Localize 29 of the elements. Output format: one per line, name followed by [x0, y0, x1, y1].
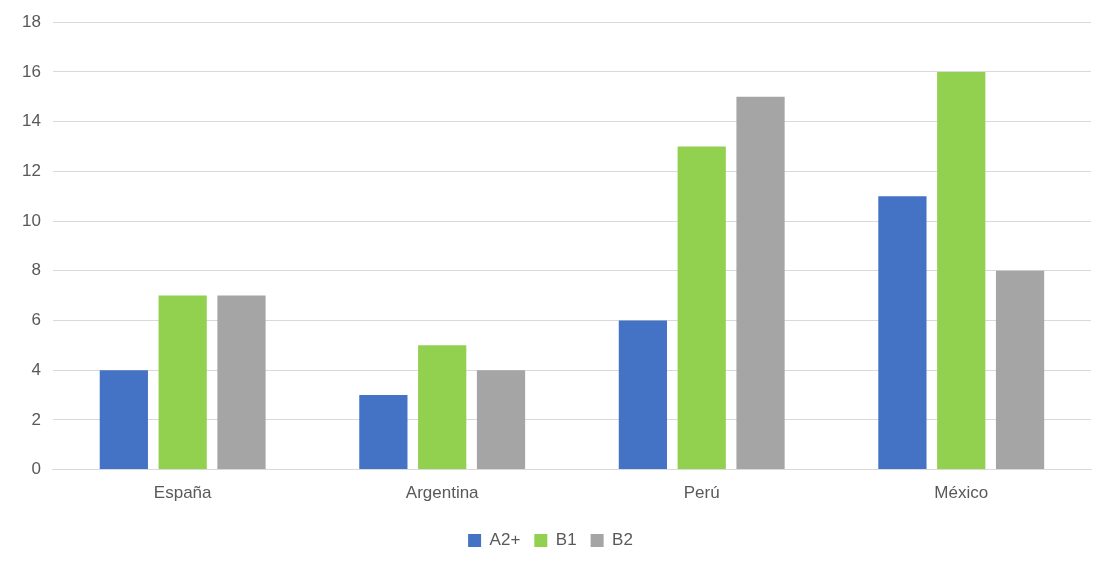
- y-tick-label: 14: [21, 111, 41, 131]
- x-tick-label: Perú: [683, 483, 720, 503]
- bar: [359, 395, 408, 470]
- bar: [677, 146, 726, 470]
- legend-label: B1: [555, 530, 577, 550]
- y-tick-label: 4: [31, 359, 41, 379]
- y-tick-label: 16: [21, 61, 41, 81]
- y-tick-label: 0: [31, 459, 41, 479]
- x-tick-label: Argentina: [405, 483, 480, 503]
- bar: [418, 345, 467, 470]
- y-tick-label: 18: [21, 11, 41, 31]
- bar: [937, 71, 986, 470]
- legend-label: A2+: [489, 530, 521, 550]
- bar: [995, 270, 1045, 470]
- x-tick-label: México: [934, 483, 989, 503]
- y-tick-label: 10: [21, 210, 41, 230]
- bar: [736, 96, 785, 470]
- bar: [217, 295, 266, 470]
- y-tick-label: 8: [31, 260, 41, 280]
- bar: [618, 320, 668, 470]
- legend-label: B2: [612, 530, 633, 550]
- bar: [99, 370, 148, 470]
- y-tick-label: 12: [21, 161, 41, 181]
- bar: [476, 370, 526, 470]
- y-tick-label: 2: [31, 409, 41, 429]
- bar: [878, 196, 927, 470]
- y-tick-label: 6: [31, 310, 41, 330]
- x-tick-label: España: [153, 483, 213, 503]
- bar: [158, 295, 207, 470]
